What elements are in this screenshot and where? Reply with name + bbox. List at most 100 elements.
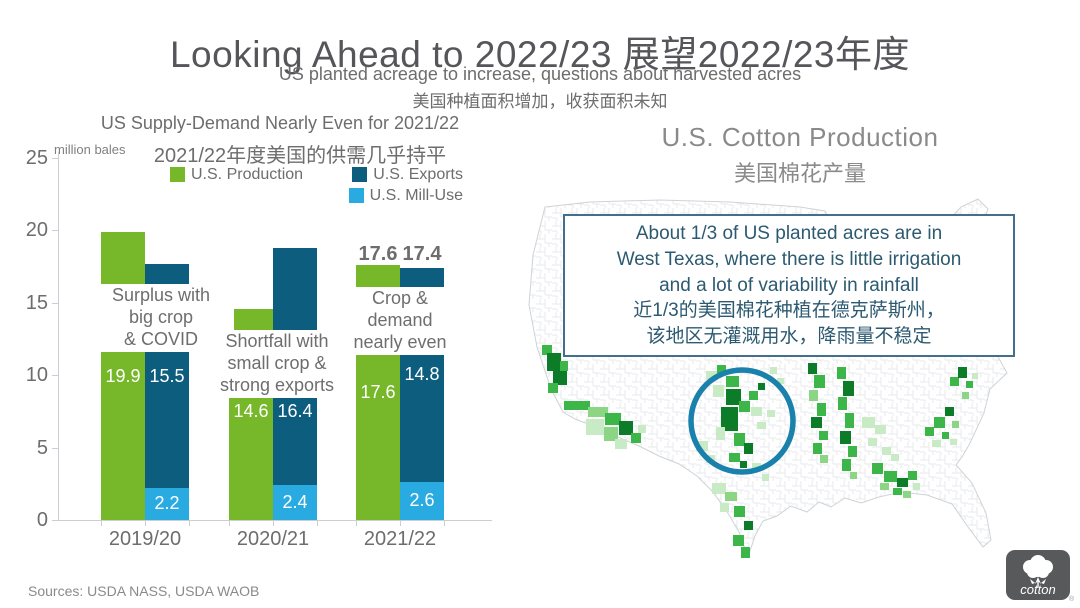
callout-en-line1: About 1/3 of US planted acres are in bbox=[635, 223, 943, 244]
x-tick bbox=[444, 520, 445, 526]
county-cluster-cell bbox=[716, 427, 725, 440]
subtitle-zh: 美国种植面积增加，收获面积未知 bbox=[412, 92, 668, 111]
county-cluster-cell bbox=[972, 373, 978, 379]
cotton-county-clusters bbox=[542, 345, 978, 558]
page-title: Looking Ahead to 2022/23 展望2022/23年度 bbox=[169, 34, 911, 75]
legend-swatch-exports bbox=[352, 167, 368, 182]
chart-title-en: US Supply-Demand Nearly Even for 2021/22 bbox=[100, 113, 460, 133]
x-tick bbox=[356, 520, 357, 526]
x-tick bbox=[317, 520, 318, 526]
callout-zh-line2: 该地区无灌溉用水，降雨量不稳定 bbox=[646, 326, 932, 348]
county-cluster-cell bbox=[950, 377, 959, 386]
legend-item-mill-use: U.S. Mill-Use bbox=[348, 187, 463, 205]
legend-label-exports: U.S. Exports bbox=[373, 165, 463, 183]
county-cluster-cell bbox=[820, 455, 828, 463]
county-cluster-cell bbox=[619, 421, 633, 435]
county-cluster-cell bbox=[891, 454, 899, 461]
county-cluster-cell bbox=[934, 417, 945, 428]
callout-zh-line1: 近1/3的美国棉花种植在德克萨斯州， bbox=[633, 300, 945, 322]
value-label-production-2019/20: 19.9 bbox=[105, 366, 141, 386]
county-cluster-cell bbox=[872, 463, 883, 474]
county-cluster-cell bbox=[811, 417, 822, 428]
county-cluster-cell bbox=[770, 367, 777, 374]
x-tick bbox=[229, 520, 230, 526]
county-cluster-cell bbox=[725, 492, 737, 501]
y-axis-line bbox=[58, 152, 59, 520]
county-cluster-cell bbox=[897, 478, 908, 487]
county-cluster-cell bbox=[729, 453, 740, 462]
county-cluster-cell bbox=[586, 419, 604, 435]
bar-mill-use-2020/21 bbox=[273, 485, 317, 520]
x-category-label-2019/20: 2019/20 bbox=[108, 528, 182, 550]
value-label-exports-2021/22: 14.8 bbox=[404, 364, 440, 384]
x-category-label-2021/22: 2021/22 bbox=[363, 528, 437, 550]
west-texas-highlight-circle bbox=[688, 367, 796, 475]
county-cluster-cell bbox=[884, 471, 897, 482]
y-tick bbox=[52, 158, 58, 159]
county-cluster-cell bbox=[734, 506, 745, 517]
county-cluster-cell bbox=[850, 472, 857, 479]
y-tick-label: 10 bbox=[25, 364, 48, 387]
county-cluster-cell bbox=[604, 427, 618, 441]
county-cluster-cell bbox=[744, 521, 753, 530]
legend-row-2: U.S. Mill-Use bbox=[170, 185, 463, 206]
x-tick bbox=[145, 520, 146, 526]
county-cluster-cell bbox=[777, 378, 784, 384]
value-label-mill-use-2021/22: 2.6 bbox=[409, 490, 435, 511]
y-tick bbox=[52, 375, 58, 377]
legend-label-production: U.S. Production bbox=[191, 165, 304, 183]
legend-item-exports: U.S. Exports bbox=[352, 166, 463, 184]
total-label-production-2021/22: 17.6 bbox=[358, 243, 398, 265]
legend-swatch-production bbox=[170, 167, 185, 182]
county-cluster-cell bbox=[749, 391, 758, 400]
county-cluster-cell bbox=[605, 413, 621, 425]
county-cluster-cell bbox=[734, 433, 745, 446]
county-cluster-cell bbox=[842, 459, 851, 471]
county-cluster-cell bbox=[843, 381, 854, 396]
county-cluster-cell bbox=[882, 447, 891, 455]
value-label-exports-2019/20: 15.5 bbox=[149, 366, 185, 386]
x-tick bbox=[273, 520, 274, 526]
county-cluster-cell bbox=[942, 432, 949, 439]
legend-row-1: U.S. Production U.S. Exports bbox=[170, 164, 463, 185]
annotation-2021/22: Crop & demand nearly even bbox=[330, 287, 470, 355]
county-cluster-cell bbox=[721, 407, 738, 431]
county-cluster-cell bbox=[817, 403, 826, 416]
county-cluster-cell bbox=[913, 483, 920, 490]
county-cluster-cell bbox=[758, 383, 765, 390]
county-cluster-cell bbox=[908, 471, 917, 480]
county-cluster-cell bbox=[952, 421, 959, 428]
legend-swatch-mill-use bbox=[348, 188, 364, 203]
county-cluster-cell bbox=[548, 383, 558, 393]
county-cluster-cell bbox=[631, 433, 641, 443]
county-cluster-cell bbox=[564, 401, 590, 410]
callout-en-line2: West Texas, where there is little irriga… bbox=[616, 248, 962, 270]
x-axis-line bbox=[52, 520, 492, 521]
y-tick bbox=[52, 447, 58, 449]
y-tick-label: 25 bbox=[25, 147, 48, 169]
bar-mill-use-2019/20 bbox=[145, 488, 189, 520]
x-category-label-2020/21: 2020/21 bbox=[236, 528, 310, 550]
county-cluster-cell bbox=[739, 401, 750, 412]
callout-en-line3: and a lot of variability in rainfall bbox=[659, 274, 919, 296]
legend-item-production: U.S. Production bbox=[170, 166, 303, 184]
county-cluster-cell bbox=[893, 488, 902, 495]
y-tick-label: 5 bbox=[36, 436, 48, 459]
value-label-exports-2020/21: 16.4 bbox=[277, 401, 313, 421]
county-cluster-cell bbox=[696, 441, 708, 451]
map-title-en: U.S. Cotton Production bbox=[661, 122, 939, 152]
county-cluster-cell bbox=[966, 381, 973, 388]
county-cluster-cell bbox=[726, 389, 741, 405]
county-cluster-cell bbox=[848, 446, 857, 457]
county-cluster-cell bbox=[767, 410, 775, 417]
county-cluster-cell bbox=[712, 483, 726, 494]
county-cluster-cell bbox=[875, 425, 886, 434]
map-callout-box: About 1/3 of US planted acres are in Wes… bbox=[563, 214, 1015, 358]
county-cluster-cell bbox=[809, 390, 818, 401]
county-cluster-cell bbox=[713, 385, 724, 397]
value-label-production-2020/21: 14.6 bbox=[233, 401, 269, 421]
county-cluster-cell bbox=[932, 440, 941, 447]
x-tick bbox=[189, 520, 190, 526]
county-cluster-cell bbox=[845, 413, 854, 428]
